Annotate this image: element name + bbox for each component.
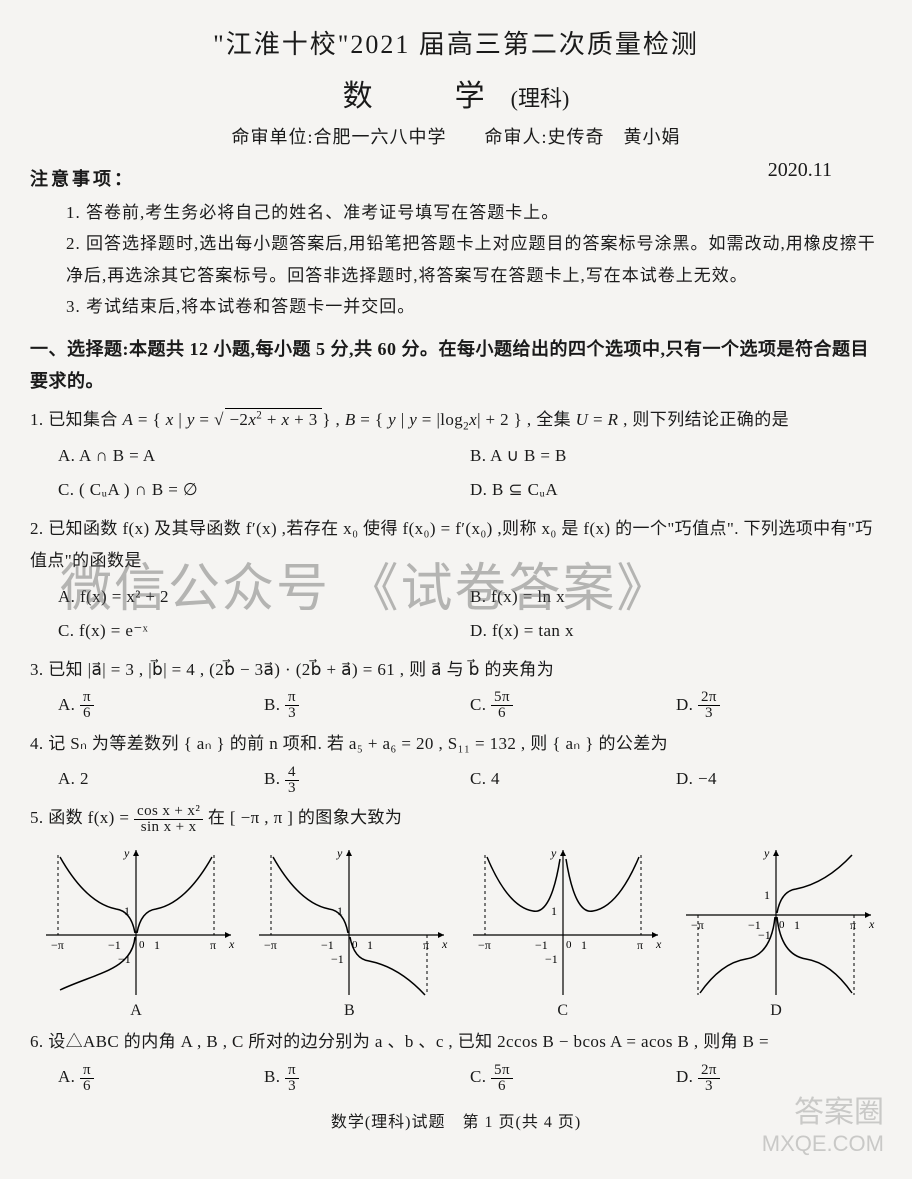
q2-opt-d: D. f(x) = tan x <box>470 614 882 648</box>
q1-stem: 1. 已知集合 A = { x | y = √ −2x2 + x + 3 } ,… <box>30 410 789 429</box>
question-3: 3. 已知 |a⃗| = 3 , |b⃗| = 4 , (2b⃗ − 3a⃗) … <box>30 654 882 722</box>
page-title: "江淮十校"2021 届高三第二次质量检测 <box>30 24 882 61</box>
notice-heading: 注意事项： <box>30 165 882 191</box>
svg-text:y: y <box>123 846 130 860</box>
question-6: 6. 设△ABC 的内角 A , B , C 所对的边分别为 a 、b 、c ,… <box>30 1026 882 1094</box>
q6-opt-b: B. π3 <box>264 1060 470 1094</box>
graph-c-label: C <box>557 1002 568 1019</box>
q3-opt-a: A. π6 <box>58 688 264 722</box>
q6-opt-d: D. 2π3 <box>676 1060 882 1094</box>
question-2: 2. 已知函数 f(x) 及其导函数 f′(x) ,若存在 x₀ 使得 f(x₀… <box>30 513 882 648</box>
exam-date: 2020.11 <box>768 159 832 182</box>
svg-text:−π: −π <box>264 938 277 952</box>
graph-d-label: D <box>770 1002 782 1019</box>
svg-text:π: π <box>637 938 643 952</box>
graph-a: xy 0 −π−11π 1−1 A <box>36 845 236 1020</box>
svg-text:x: x <box>655 937 662 951</box>
authors: 命审单位:合肥一六八中学 命审人:史传奇 黄小娟 <box>30 123 882 149</box>
svg-text:x: x <box>228 937 235 951</box>
graph-c: x y 0 −π −1 1 π 1 −1 C <box>463 845 663 1020</box>
q3-opt-d: D. 2π3 <box>676 688 882 722</box>
svg-text:π: π <box>210 938 216 952</box>
svg-text:π: π <box>423 938 429 952</box>
q1-opt-c: C. ( CᵤA ) ∩ B = ∅ <box>58 473 470 507</box>
svg-text:0: 0 <box>352 939 358 951</box>
svg-text:1: 1 <box>794 918 800 932</box>
graph-b-label: B <box>344 1002 355 1019</box>
question-1: 1. 已知集合 A = { x | y = √ −2x2 + x + 3 } ,… <box>30 404 882 507</box>
q6-stem: 6. 设△ABC 的内角 A , B , C 所对的边分别为 a 、b 、c ,… <box>30 1032 769 1051</box>
graph-d: xy 0 −π−11π 1−1 D <box>676 845 876 1020</box>
svg-text:−1: −1 <box>331 952 344 966</box>
notice-1: 1. 答卷前,考生务必将自己的姓名、准考证号填写在答题卡上。 <box>30 197 882 228</box>
q6-opt-a: A. π6 <box>58 1060 264 1094</box>
svg-text:0: 0 <box>566 939 572 951</box>
section-1-heading: 一、选择题:本题共 12 小题,每小题 5 分,共 60 分。在每小题给出的四个… <box>30 333 882 398</box>
svg-text:0: 0 <box>139 939 145 951</box>
q5-graphs: x y 0 −π −1 1 π 1 −1 A x y <box>30 845 882 1020</box>
svg-text:y: y <box>336 846 343 860</box>
svg-text:y: y <box>763 846 770 860</box>
q2-opt-c: C. f(x) = e⁻ˣ <box>58 614 470 648</box>
question-5: 5. 函数 f(x) = cos x + x²sin x + x 在 [ −π … <box>30 802 882 835</box>
notice-2: 2. 回答选择题时,选出每小题答案后,用铅笔把答题卡上对应题目的答案标号涂黑。如… <box>30 228 882 291</box>
q6-opt-c: C. 5π6 <box>470 1060 676 1094</box>
graph-b: xy 0 −π−11π 1−1 B <box>249 845 449 1020</box>
subject: 数 学 <box>343 71 511 115</box>
page-footer: 数学(理科)试题 第 1 页(共 4 页) <box>30 1108 882 1132</box>
q1-opt-b: B. A ∪ B = B <box>470 439 882 473</box>
notice-3: 3. 考试结束后,将本试卷和答题卡一并交回。 <box>30 291 882 322</box>
svg-text:x: x <box>868 917 875 931</box>
q2-opt-b: B. f(x) = ln x <box>470 580 882 614</box>
svg-text:−π: −π <box>691 918 704 932</box>
q3-stem: 3. 已知 |a⃗| = 3 , |b⃗| = 4 , (2b⃗ − 3a⃗) … <box>30 660 554 679</box>
q3-opt-c: C. 5π6 <box>470 688 676 722</box>
svg-text:1: 1 <box>764 888 770 902</box>
q4-opt-b: B. 43 <box>264 762 470 796</box>
svg-text:−1: −1 <box>321 938 334 952</box>
graph-a-label: A <box>130 1002 142 1019</box>
question-4: 4. 记 Sₙ 为等差数列 { aₙ } 的前 n 项和. 若 a₅ + a₆ … <box>30 728 882 796</box>
svg-text:−π: −π <box>51 938 64 952</box>
svg-text:x: x <box>441 937 448 951</box>
svg-text:π: π <box>850 918 856 932</box>
q4-stem: 4. 记 Sₙ 为等差数列 { aₙ } 的前 n 项和. 若 a₅ + a₆ … <box>30 734 668 753</box>
svg-text:1: 1 <box>367 938 373 952</box>
q2-stem: 2. 已知函数 f(x) 及其导函数 f′(x) ,若存在 x₀ 使得 f(x₀… <box>30 519 873 570</box>
svg-text:1: 1 <box>581 938 587 952</box>
q2-opt-a: A. f(x) = x² + 2 <box>58 580 470 614</box>
svg-text:1: 1 <box>551 904 557 918</box>
q4-opt-a: A. 2 <box>58 762 264 796</box>
q1-opt-a: A. A ∩ B = A <box>58 439 470 473</box>
q4-opt-c: C. 4 <box>470 762 676 796</box>
svg-text:y: y <box>550 846 557 860</box>
svg-text:0: 0 <box>779 919 785 931</box>
svg-text:−1: −1 <box>545 952 558 966</box>
svg-text:−π: −π <box>478 938 491 952</box>
svg-text:1: 1 <box>154 938 160 952</box>
q4-opt-d: D. −4 <box>676 762 882 796</box>
q1-opt-d: D. B ⊆ CᵤA <box>470 473 882 507</box>
svg-text:−1: −1 <box>535 938 548 952</box>
q3-opt-b: B. π3 <box>264 688 470 722</box>
svg-text:−1: −1 <box>108 938 121 952</box>
subject-paren: (理科) <box>511 86 570 111</box>
q5-stem: 5. 函数 f(x) = cos x + x²sin x + x 在 [ −π … <box>30 808 402 827</box>
